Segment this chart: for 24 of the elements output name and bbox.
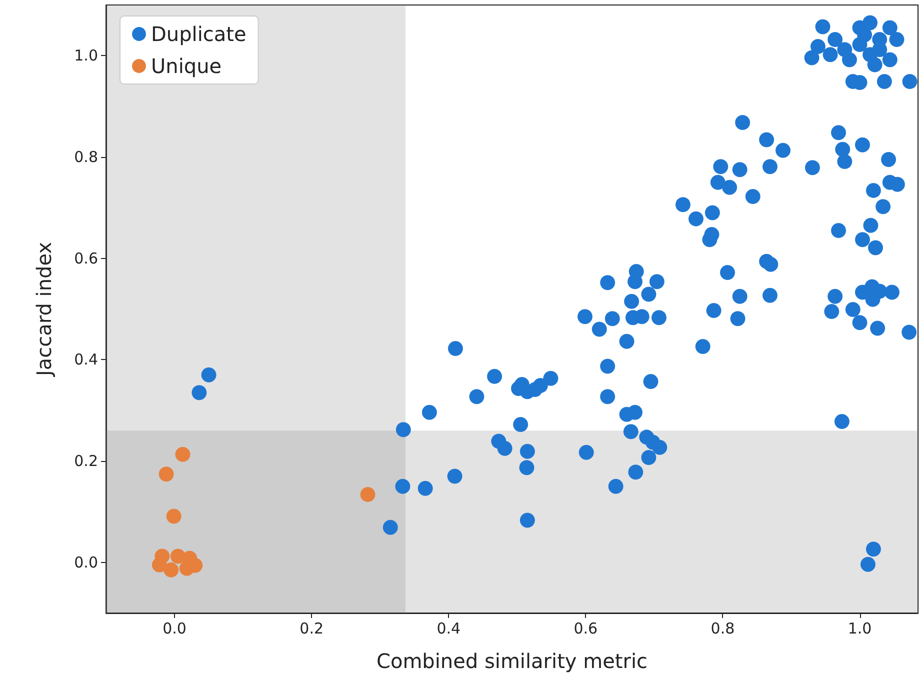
point (175, 446, 190, 462)
point (158, 466, 174, 482)
x-tick-label: 0.2 (300, 620, 324, 638)
point (179, 560, 194, 576)
legend-label: Duplicate (151, 22, 246, 46)
y-axis-title: Jaccard index (32, 242, 56, 378)
point (170, 548, 186, 564)
x-tick-label: 0.8 (710, 620, 735, 638)
x-tick-label: 0.6 (574, 620, 598, 638)
y-tick-label: 0.8 (74, 148, 98, 166)
x-tick-label: 0.4 (436, 620, 461, 638)
y-tick-label: 1.0 (74, 46, 98, 65)
y-tick-label: 0.4 (74, 350, 98, 369)
y-tick-label: 0.2 (74, 452, 98, 470)
legend-label: Unique (151, 54, 222, 78)
point (166, 508, 182, 524)
y-tick-label: 0.0 (74, 553, 98, 572)
y-tick-label: 0.6 (74, 249, 98, 268)
point (164, 562, 179, 578)
x-tick-label: 1.0 (848, 620, 872, 638)
x-axis-title: Combined similarity metric (376, 649, 648, 673)
x-tick-label: 0.0 (162, 620, 186, 638)
point (154, 548, 170, 564)
point (360, 486, 376, 502)
